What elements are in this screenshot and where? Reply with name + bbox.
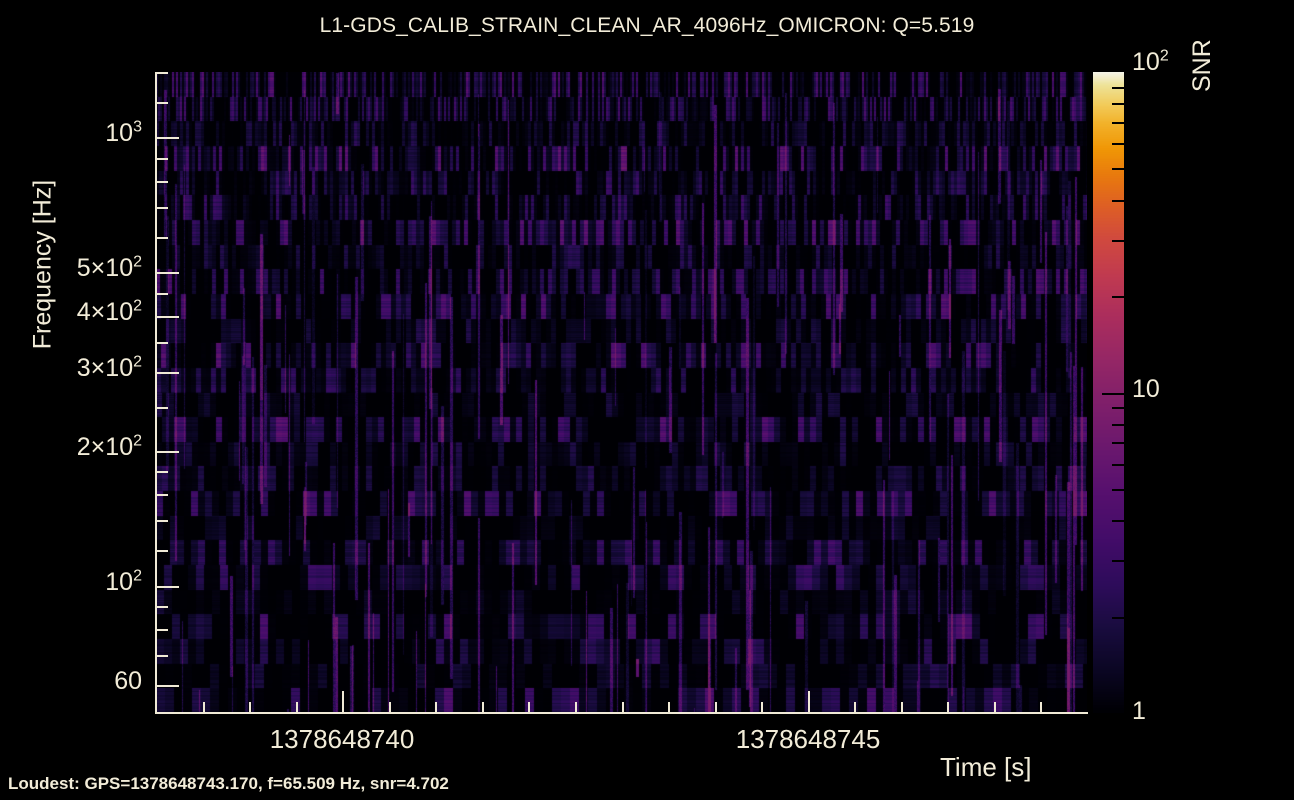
y-tick-label-exponent-2: 2 — [133, 297, 142, 315]
y-tick-label-base-0: 10 — [105, 119, 134, 147]
colorbar-tick-label-2: 102 — [1132, 47, 1169, 76]
colorbar-minor-tick-0 — [1112, 617, 1124, 619]
y-tick-label-base-3: 3×10 — [76, 354, 134, 382]
spectrogram-plot-area[interactable] — [156, 72, 1087, 713]
spectrogram-heatmap[interactable] — [156, 72, 1087, 713]
colorbar-minor-tick-7 — [1112, 407, 1124, 409]
loudest-event-note: Loudest: GPS=1378648743.170, f=65.509 Hz… — [8, 774, 449, 793]
colorbar-minor-tick-15 — [1112, 87, 1124, 89]
x-axis-line — [155, 712, 1088, 714]
colorbar-tick-label-1: 10 — [1132, 377, 1160, 402]
colorbar-minor-tick-12 — [1112, 143, 1124, 145]
colorbar-minor-tick-10 — [1112, 200, 1124, 202]
y-tick-label-exponent-1: 2 — [133, 253, 142, 271]
y-tick-label-6: 60 — [114, 669, 142, 694]
colorbar[interactable] — [1093, 72, 1124, 713]
colorbar-minor-tick-5 — [1112, 442, 1124, 444]
y-tick-label-3: 3×102 — [76, 353, 142, 382]
colorbar-tick-label-base-2: 10 — [1132, 48, 1160, 76]
y-tick-label-exponent-5: 2 — [133, 567, 142, 585]
colorbar-title: SNR — [1188, 39, 1216, 92]
colorbar-minor-tick-1 — [1112, 560, 1124, 562]
y-tick-label-base-2: 4×10 — [76, 298, 134, 326]
colorbar-minor-tick-2 — [1112, 520, 1124, 522]
y-tick-label-exponent-3: 2 — [133, 353, 142, 371]
colorbar-minor-tick-6 — [1112, 424, 1124, 426]
colorbar-minor-tick-8 — [1112, 296, 1124, 298]
y-axis-line — [155, 72, 157, 714]
colorbar-minor-tick-9 — [1112, 240, 1124, 242]
colorbar-minor-tick-4 — [1112, 464, 1124, 466]
y-tick-label-5: 102 — [105, 567, 142, 596]
x-tick-label-1: 1378648745 — [735, 724, 881, 754]
colorbar-tick-label-0: 1 — [1132, 699, 1146, 724]
y-tick-label-base-6: 60 — [114, 667, 142, 695]
y-tick-label-0: 103 — [105, 118, 142, 147]
x-tick-label-0: 1378648740 — [269, 724, 415, 754]
y-tick-label-1: 5×102 — [76, 253, 142, 282]
page-title: L1-GDS_CALIB_STRAIN_CLEAN_AR_4096Hz_OMIC… — [319, 14, 975, 37]
y-tick-label-base-1: 5×10 — [76, 254, 134, 282]
y-tick-label-2: 4×102 — [76, 297, 142, 326]
y-tick-label-exponent-0: 3 — [133, 118, 142, 136]
colorbar-tick-label-base-0: 1 — [1132, 697, 1146, 725]
x-axis-title: Time [s] — [940, 752, 1032, 782]
y-tick-label-base-5: 10 — [105, 568, 134, 596]
colorbar-major-tick-1 — [1102, 393, 1124, 395]
colorbar-tick-label-exponent-2: 2 — [1159, 47, 1169, 65]
colorbar-minor-tick-14 — [1112, 103, 1124, 105]
colorbar-minor-tick-3 — [1112, 489, 1124, 491]
colorbar-tick-label-base-1: 10 — [1132, 375, 1160, 403]
y-axis-title: Frequency [Hz] — [28, 179, 57, 350]
y-tick-labels: 103 5×102 4×102 3×102 2×102 102 60 — [0, 0, 150, 800]
colorbar-minor-tick-13 — [1112, 122, 1124, 124]
colorbar-minor-tick-11 — [1112, 168, 1124, 170]
y-tick-label-base-4: 2×10 — [76, 433, 134, 461]
colorbar-gradient — [1093, 72, 1124, 713]
y-tick-label-exponent-4: 2 — [133, 432, 142, 450]
y-tick-label-4: 2×102 — [76, 432, 142, 461]
